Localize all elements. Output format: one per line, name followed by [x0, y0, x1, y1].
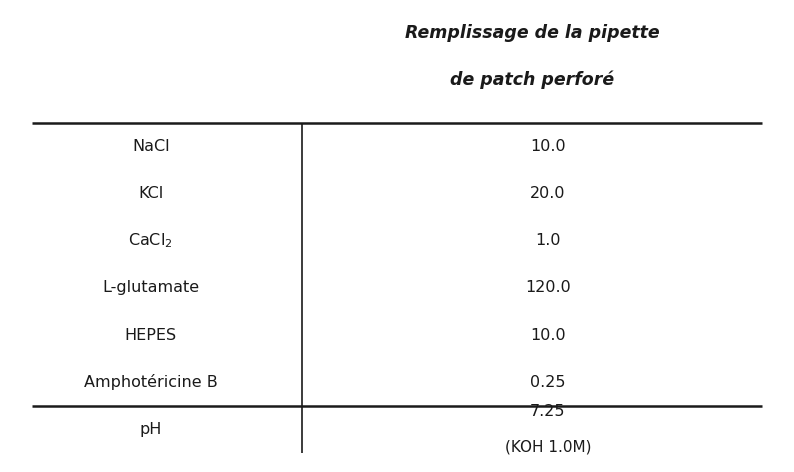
Text: pH: pH [140, 422, 162, 437]
Text: Remplissage de la pipette: Remplissage de la pipette [405, 24, 659, 42]
Text: 10.0: 10.0 [530, 139, 565, 154]
Text: 1.0: 1.0 [535, 233, 561, 248]
Text: de patch perforé: de patch perforé [450, 71, 614, 90]
Text: CaCl$_2$: CaCl$_2$ [129, 231, 173, 250]
Text: 120.0: 120.0 [525, 280, 571, 295]
Text: HEPES: HEPES [125, 328, 177, 343]
Text: Amphotéricine B: Amphotéricine B [84, 374, 218, 390]
Text: 10.0: 10.0 [530, 328, 565, 343]
Text: NaCl: NaCl [132, 139, 170, 154]
Text: KCl: KCl [138, 186, 164, 201]
Text: 0.25: 0.25 [530, 375, 565, 390]
Text: L-glutamate: L-glutamate [102, 280, 199, 295]
Text: 7.25: 7.25 [530, 404, 565, 419]
Text: 20.0: 20.0 [530, 186, 565, 201]
Text: (KOH 1.0M): (KOH 1.0M) [505, 440, 591, 455]
